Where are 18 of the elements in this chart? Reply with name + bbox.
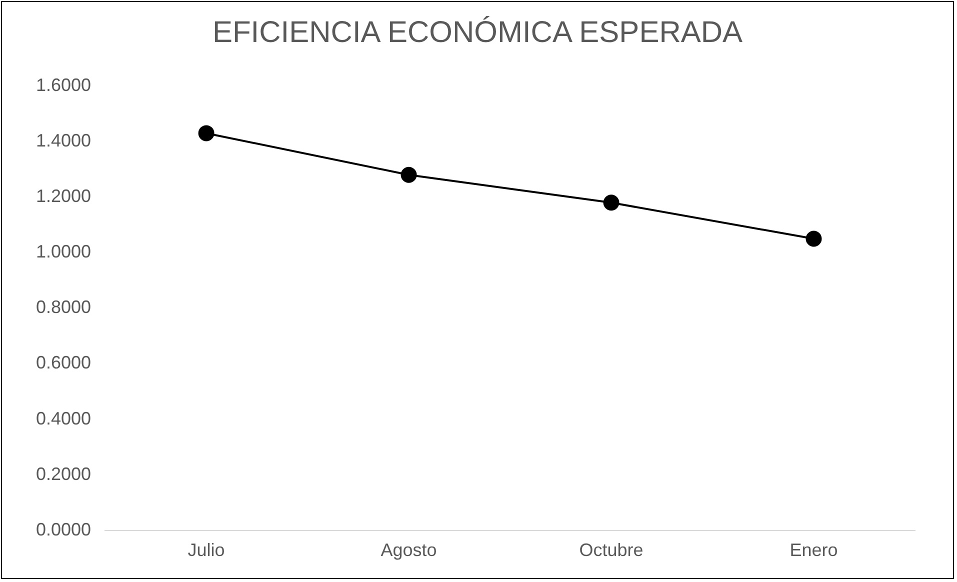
point (806, 230, 822, 247)
y-tick-label: 0.8000 (36, 297, 92, 318)
y-tick-label: 0.6000 (36, 352, 92, 373)
point (400, 166, 417, 183)
x-tick-label: Enero (790, 540, 838, 560)
y-tick-label: 0.0000 (36, 519, 92, 540)
y-tick-label: 1.0000 (36, 242, 92, 262)
y-tick-label: 1.6000 (36, 74, 92, 95)
point (198, 125, 214, 142)
y-tick-label: 0.2000 (36, 464, 92, 484)
y-tick-label: 0.4000 (36, 408, 92, 428)
x-tick-label: Agosto (380, 540, 437, 560)
y-tick-label: 1.2000 (36, 186, 92, 206)
y-tick-label: 1.4000 (36, 130, 92, 151)
point (603, 194, 620, 211)
x-tick-label: Octubre (579, 540, 644, 560)
chart-title: EFICIENCIA ECONÓMICA ESPERADA (211, 16, 744, 50)
x-tick-label: Julio (188, 540, 225, 560)
